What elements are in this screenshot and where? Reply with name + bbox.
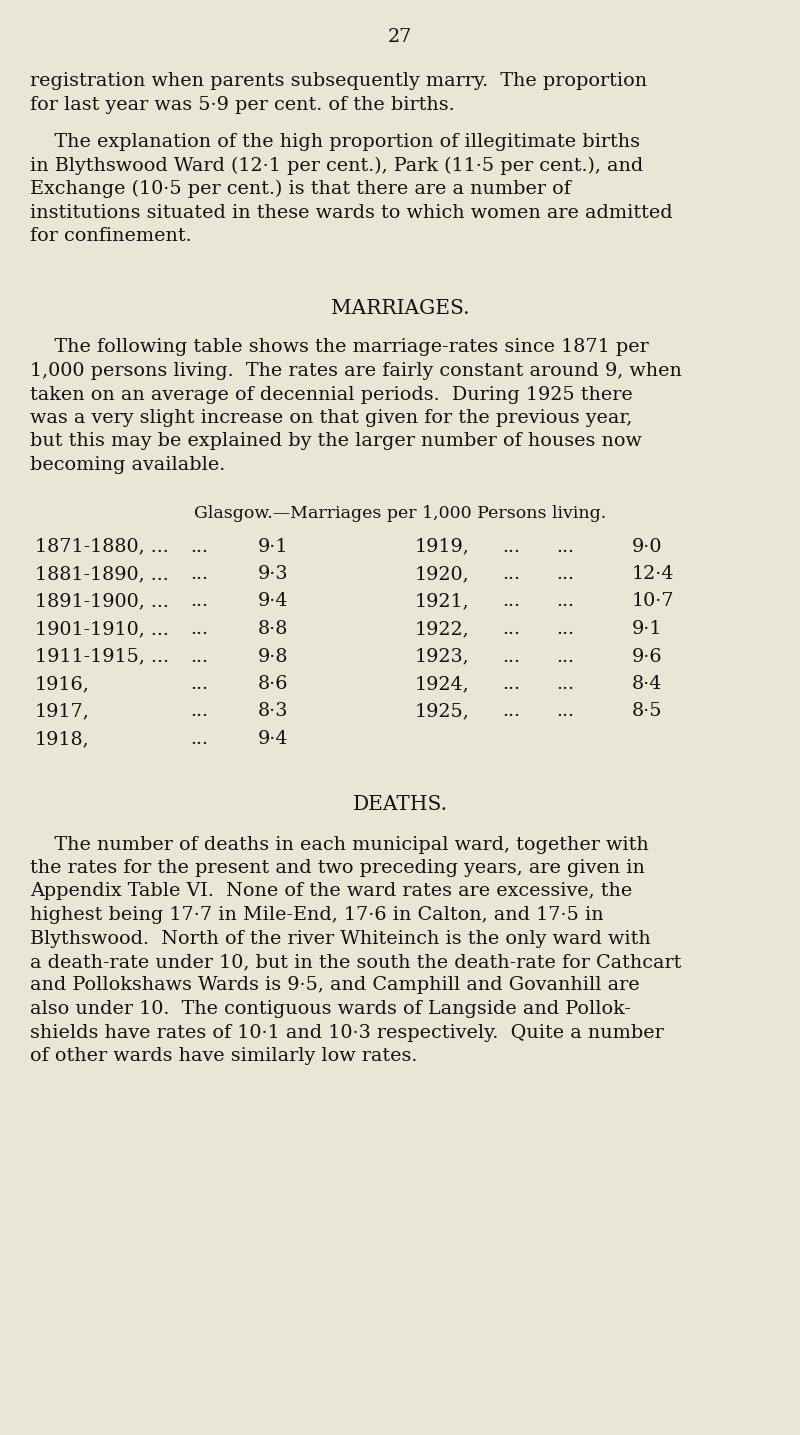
Text: 9·4: 9·4 (258, 593, 289, 610)
Text: ...: ... (556, 647, 574, 666)
Text: 1920,: 1920, (415, 565, 470, 583)
Text: ...: ... (556, 538, 574, 555)
Text: 1919,: 1919, (415, 538, 470, 555)
Text: 1921,: 1921, (415, 593, 470, 610)
Text: a death-rate under 10, but in the south the death-rate for Cathcart: a death-rate under 10, but in the south … (30, 953, 682, 971)
Text: shields have rates of 10·1 and 10·3 respectively.  Quite a number: shields have rates of 10·1 and 10·3 resp… (30, 1023, 664, 1042)
Text: also under 10.  The contiguous wards of Langside and Pollok-: also under 10. The contiguous wards of L… (30, 1000, 631, 1017)
Text: 8·5: 8·5 (632, 703, 662, 720)
Text: ...: ... (190, 647, 208, 666)
Text: ...: ... (556, 593, 574, 610)
Text: 1891-1900, ...: 1891-1900, ... (35, 593, 169, 610)
Text: 1925,: 1925, (415, 703, 470, 720)
Text: 9·8: 9·8 (258, 647, 289, 666)
Text: The explanation of the high proportion of illegitimate births: The explanation of the high proportion o… (30, 133, 640, 151)
Text: 1916,: 1916, (35, 674, 90, 693)
Text: The following table shows the marriage-rates since 1871 per: The following table shows the marriage-r… (30, 339, 649, 356)
Text: 9·3: 9·3 (258, 565, 289, 583)
Text: highest being 17·7 in Mile-End, 17·6 in Calton, and 17·5 in: highest being 17·7 in Mile-End, 17·6 in … (30, 905, 604, 924)
Text: but this may be explained by the larger number of houses now: but this may be explained by the larger … (30, 432, 642, 451)
Text: for confinement.: for confinement. (30, 227, 192, 245)
Text: registration when parents subsequently marry.  The proportion: registration when parents subsequently m… (30, 72, 647, 90)
Text: Glasgow.—Marriages per 1,000 Persons living.: Glasgow.—Marriages per 1,000 Persons liv… (194, 505, 606, 522)
Text: 12·4: 12·4 (632, 565, 674, 583)
Text: 1911-1915, ...: 1911-1915, ... (35, 647, 169, 666)
Text: 1918,: 1918, (35, 730, 90, 748)
Text: 1923,: 1923, (415, 647, 470, 666)
Text: ...: ... (502, 565, 520, 583)
Text: for last year was 5·9 per cent. of the births.: for last year was 5·9 per cent. of the b… (30, 96, 454, 113)
Text: ...: ... (190, 620, 208, 639)
Text: ...: ... (190, 565, 208, 583)
Text: 8·8: 8·8 (258, 620, 288, 639)
Text: 9·4: 9·4 (258, 730, 289, 748)
Text: 9·1: 9·1 (632, 620, 662, 639)
Text: ...: ... (502, 620, 520, 639)
Text: ...: ... (556, 565, 574, 583)
Text: The number of deaths in each municipal ward, together with: The number of deaths in each municipal w… (30, 835, 649, 854)
Text: 1924,: 1924, (415, 674, 470, 693)
Text: 1881-1890, ...: 1881-1890, ... (35, 565, 169, 583)
Text: was a very slight increase on that given for the previous year,: was a very slight increase on that given… (30, 409, 632, 428)
Text: 8·4: 8·4 (632, 674, 662, 693)
Text: of other wards have similarly low rates.: of other wards have similarly low rates. (30, 1048, 418, 1065)
Text: 10·7: 10·7 (632, 593, 674, 610)
Text: institutions situated in these wards to which women are admitted: institutions situated in these wards to … (30, 204, 673, 221)
Text: becoming available.: becoming available. (30, 456, 226, 474)
Text: 1,000 persons living.  The rates are fairly constant around 9, when: 1,000 persons living. The rates are fair… (30, 362, 682, 380)
Text: the rates for the present and two preceding years, are given in: the rates for the present and two preced… (30, 860, 645, 877)
Text: ...: ... (190, 538, 208, 555)
Text: MARRIAGES.: MARRIAGES. (330, 298, 470, 317)
Text: in Blythswood Ward (12·1 per cent.), Park (11·5 per cent.), and: in Blythswood Ward (12·1 per cent.), Par… (30, 156, 643, 175)
Text: 27: 27 (388, 29, 412, 46)
Text: ...: ... (556, 620, 574, 639)
Text: ...: ... (556, 674, 574, 693)
Text: ...: ... (190, 674, 208, 693)
Text: DEATHS.: DEATHS. (353, 795, 447, 815)
Text: taken on an average of decennial periods.  During 1925 there: taken on an average of decennial periods… (30, 386, 633, 403)
Text: 9·1: 9·1 (258, 538, 289, 555)
Text: 9·0: 9·0 (632, 538, 662, 555)
Text: 1871-1880, ...: 1871-1880, ... (35, 538, 169, 555)
Text: ...: ... (190, 703, 208, 720)
Text: 9·6: 9·6 (632, 647, 662, 666)
Text: ...: ... (502, 538, 520, 555)
Text: and Pollokshaws Wards is 9·5, and Camphill and Govanhill are: and Pollokshaws Wards is 9·5, and Camphi… (30, 976, 640, 994)
Text: 1922,: 1922, (415, 620, 470, 639)
Text: Blythswood.  North of the river Whiteinch is the only ward with: Blythswood. North of the river Whiteinch… (30, 930, 650, 947)
Text: ...: ... (502, 674, 520, 693)
Text: Exchange (10·5 per cent.) is that there are a number of: Exchange (10·5 per cent.) is that there … (30, 179, 571, 198)
Text: ...: ... (556, 703, 574, 720)
Text: ...: ... (502, 647, 520, 666)
Text: ...: ... (190, 730, 208, 748)
Text: 1901-1910, ...: 1901-1910, ... (35, 620, 169, 639)
Text: 8·3: 8·3 (258, 703, 288, 720)
Text: ...: ... (502, 703, 520, 720)
Text: ...: ... (190, 593, 208, 610)
Text: Appendix Table VI.  None of the ward rates are excessive, the: Appendix Table VI. None of the ward rate… (30, 883, 632, 901)
Text: 1917,: 1917, (35, 703, 90, 720)
Text: ...: ... (502, 593, 520, 610)
Text: 8·6: 8·6 (258, 674, 289, 693)
